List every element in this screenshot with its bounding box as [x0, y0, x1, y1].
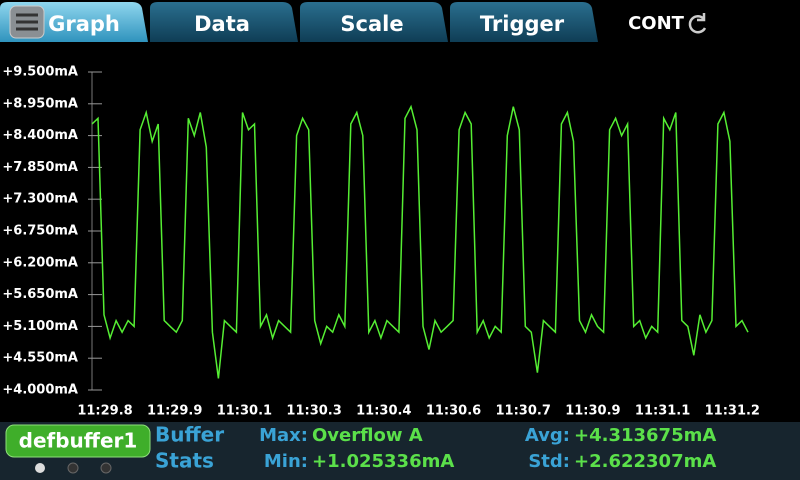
tab[interactable] [300, 2, 448, 42]
y-tick-label: +5.650mA [2, 287, 78, 302]
x-tick-label: 11:30.7 [496, 404, 551, 419]
tab-label: Graph [48, 12, 120, 36]
tab[interactable] [450, 2, 598, 42]
y-tick-label: +4.550mA [2, 351, 78, 366]
stats-caption: Buffer [155, 423, 224, 447]
stat-label: Avg: [525, 425, 570, 446]
x-tick-label: 11:30.1 [217, 404, 272, 419]
y-tick-label: +9.500mA [2, 65, 78, 80]
tab[interactable] [150, 2, 298, 42]
x-tick-label: 11:30.3 [286, 404, 341, 419]
stat-label: Std: [528, 451, 570, 472]
data-line [91, 104, 749, 379]
stat-label: Min: [264, 451, 308, 472]
cont-icon [688, 13, 707, 34]
stat-label: Max: [259, 425, 308, 446]
tab-label: Data [194, 12, 250, 36]
buffer-badge[interactable] [5, 424, 151, 458]
y-tick-label: +8.400mA [2, 128, 78, 143]
stat-value: +4.313675mA [574, 425, 716, 446]
page-dot [100, 462, 112, 474]
page-dot [67, 462, 79, 474]
x-tick-label: 11:30.9 [565, 404, 620, 419]
x-tick-label: 11:31.2 [705, 404, 760, 419]
tab-label: Trigger [480, 12, 565, 36]
y-tick-label: +7.850mA [2, 160, 78, 175]
y-tick-label: +8.950mA [2, 96, 78, 111]
x-tick-label: 11:29.8 [77, 404, 132, 419]
tab-label: Scale [340, 12, 403, 36]
x-tick-label: 11:29.9 [147, 404, 202, 419]
y-tick-label: +7.300mA [2, 192, 78, 207]
y-tick-label: +5.100mA [2, 319, 78, 334]
buffer-name: defbuffer1 [19, 429, 138, 453]
menu-icon [16, 13, 38, 31]
page-dot [35, 463, 45, 473]
stat-value: Overflow A [312, 425, 423, 446]
stat-value: +1.025336mA [312, 451, 454, 472]
y-tick-label: +4.000mA [2, 383, 78, 398]
run-mode: CONT [628, 13, 685, 34]
x-tick-label: 11:30.6 [426, 404, 481, 419]
x-tick-label: 11:31.1 [635, 404, 690, 419]
x-tick-label: 11:30.4 [356, 404, 411, 419]
stats-caption: Stats [155, 449, 214, 473]
stat-value: +2.622307mA [574, 451, 716, 472]
y-tick-label: +6.200mA [2, 255, 78, 270]
y-tick-label: +6.750mA [2, 224, 78, 239]
